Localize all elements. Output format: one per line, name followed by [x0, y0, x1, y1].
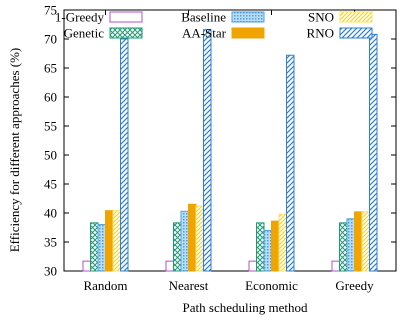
bar-sno-greedy	[361, 211, 370, 272]
y-tick-label: 70	[44, 32, 57, 47]
bar-sno-random	[112, 210, 121, 272]
bar-baseline-random	[97, 224, 106, 272]
bar-aa-star-nearest	[188, 203, 197, 272]
y-tick-label: 30	[44, 264, 57, 279]
legend-swatch-rno	[339, 27, 373, 39]
y-tick-label: 40	[44, 206, 57, 221]
x-axis-label: Path scheduling method	[183, 300, 308, 315]
bar-genetic-greedy	[339, 222, 348, 272]
x-tick-label: Economic	[245, 278, 298, 293]
legend-swatch-sno	[339, 11, 373, 23]
y-tick-label: 75	[44, 3, 57, 18]
y-tick-label: 50	[44, 148, 57, 163]
legend-swatch-genetic	[109, 27, 143, 39]
legend-label-baseline: Baseline	[181, 10, 226, 25]
bar-aa-star-economic	[271, 220, 280, 272]
x-tick-label: Greedy	[335, 278, 374, 293]
y-tick-label: 55	[44, 119, 57, 134]
legend-swatch-aa-star	[231, 27, 265, 39]
legend-swatch-1-greedy	[109, 11, 143, 23]
bar-rno-nearest	[203, 29, 212, 272]
bar-genetic-nearest	[173, 222, 182, 272]
bar-aa-star-random	[105, 210, 114, 272]
x-tick-label: Nearest	[169, 278, 209, 293]
bar-sno-economic	[278, 213, 287, 272]
bar-rno-random	[120, 38, 129, 272]
bar-rno-greedy	[369, 33, 378, 272]
bar-1-greedy-random	[82, 260, 91, 272]
y-tick-label: 45	[44, 177, 57, 192]
legend-label-sno: SNO	[308, 10, 334, 25]
bar-genetic-economic	[256, 222, 265, 272]
y-tick-label: 60	[44, 90, 57, 105]
bar-aa-star-greedy	[354, 211, 363, 272]
bars	[82, 29, 378, 272]
bar-genetic-random	[90, 222, 99, 272]
legend-label-rno: RNO	[307, 26, 334, 41]
legend-swatch-baseline	[231, 11, 265, 23]
legend-label-genetic: Genetic	[64, 26, 105, 41]
plot-frame	[63, 9, 397, 272]
bar-baseline-greedy	[346, 218, 355, 272]
bar-rno-economic	[286, 54, 295, 272]
y-axis-label: Efficiency for different approaches (%)	[7, 48, 22, 253]
bar-baseline-economic	[263, 229, 272, 272]
legend-label-aa-star: AA-Star	[182, 26, 227, 41]
bar-sno-nearest	[195, 205, 204, 272]
bar-1-greedy-economic	[248, 260, 257, 272]
axes: 30 35 40 45 50 55 60 65 70 75 Random Nearest Economi…	[44, 3, 397, 293]
x-tick-label: Random	[83, 278, 127, 293]
bar-baseline-nearest	[180, 210, 189, 272]
y-tick-label: 35	[44, 235, 57, 250]
bar-1-greedy-nearest	[165, 260, 174, 272]
y-tick-label: 65	[44, 61, 57, 76]
bar-1-greedy-greedy	[331, 260, 340, 272]
legend-label-1-greedy: 1-Greedy	[55, 10, 105, 25]
